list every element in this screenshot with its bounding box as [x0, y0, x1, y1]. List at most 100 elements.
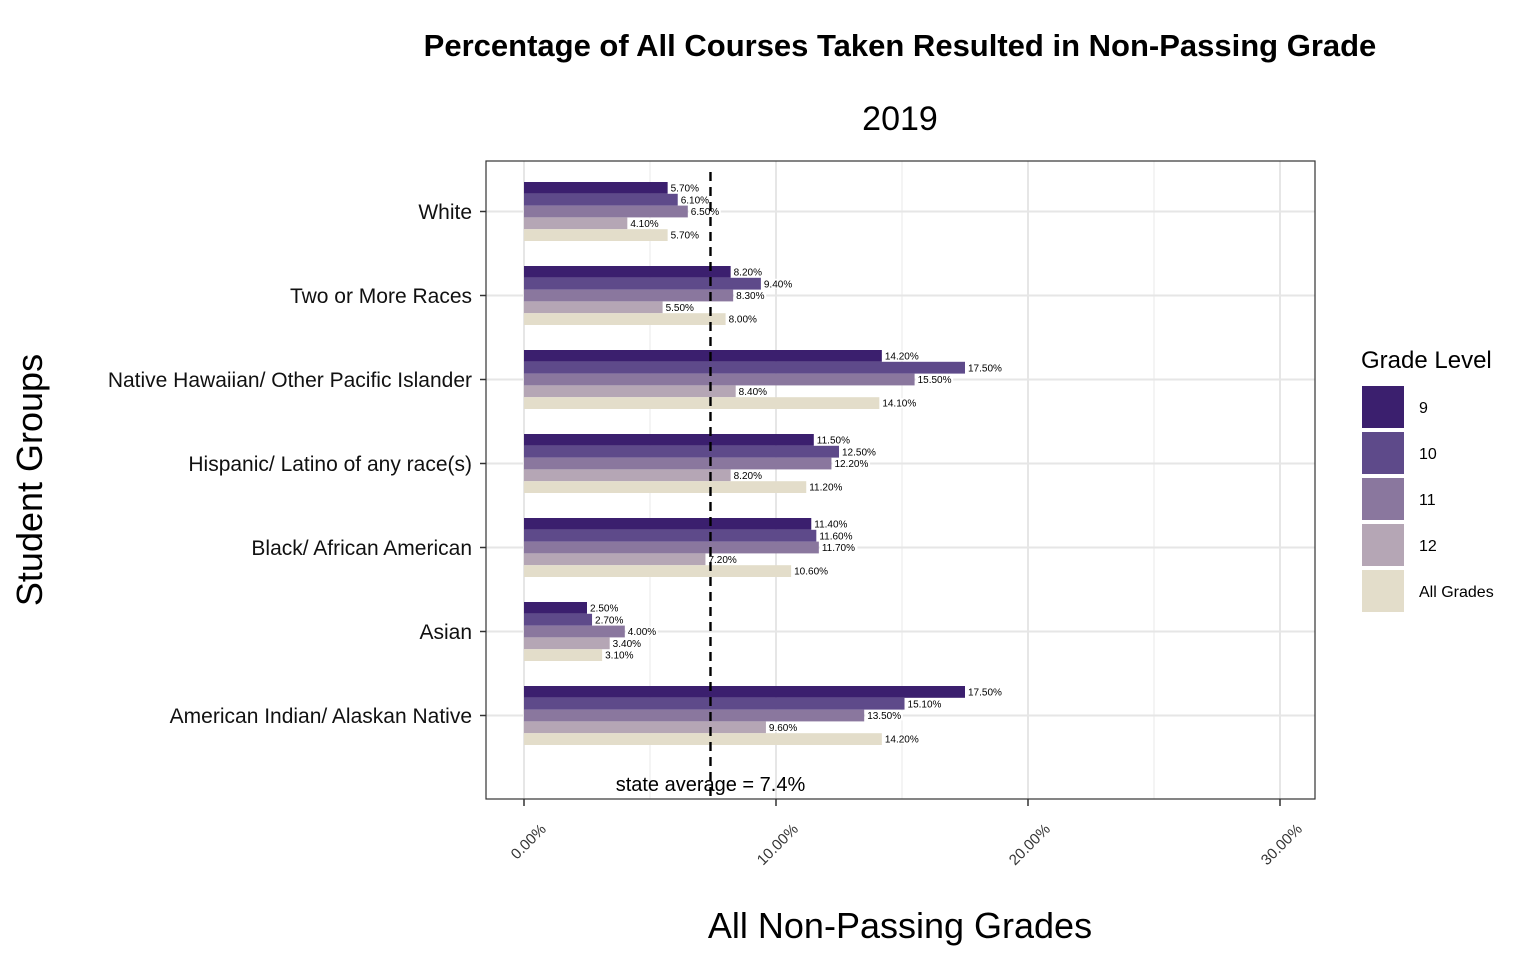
data-label-bg [688, 206, 721, 217]
data-label-bg [734, 290, 767, 301]
data-label-bg [966, 687, 1004, 697]
data-label: 2.50% [590, 604, 618, 615]
data-label: 4.00% [628, 627, 656, 638]
bar [524, 266, 731, 278]
data-label: 14.10% [882, 399, 916, 410]
data-label: 17.50% [968, 363, 1002, 374]
data-label: 17.50% [968, 688, 1002, 699]
bar [524, 434, 814, 446]
bar [524, 397, 880, 409]
chart-subtitle: 2019 [862, 100, 938, 138]
data-label: 6.10% [681, 195, 709, 206]
bar [524, 518, 812, 530]
data-label: 13.50% [867, 711, 901, 722]
data-label-bg [882, 351, 921, 361]
data-label-bg [736, 386, 769, 397]
data-label-bg [865, 710, 903, 721]
data-label: 3.40% [613, 639, 641, 650]
data-label-bg [668, 230, 701, 240]
reference-line-group: state average = 7.4% [616, 172, 806, 799]
data-label: 8.20% [734, 268, 762, 279]
data-label: 3.10% [605, 651, 633, 662]
x-tick-label: 30.00% [1258, 821, 1306, 869]
chart-title: Percentage of All Courses Taken Resulted… [424, 28, 1377, 63]
bar [524, 697, 905, 710]
data-label: 11.60% [819, 531, 852, 542]
bar [524, 385, 736, 398]
data-label: 4.10% [630, 219, 658, 230]
data-label-bg [966, 362, 1004, 373]
legend-key [1362, 386, 1404, 428]
bar [524, 205, 688, 218]
bar [524, 229, 668, 241]
bar [524, 602, 587, 614]
data-label-bg [668, 183, 701, 193]
data-label-bg [915, 374, 954, 385]
plot-border [485, 160, 1316, 800]
legend-label: 9 [1419, 400, 1428, 417]
data-label: 9.60% [769, 723, 797, 734]
data-label: 5.50% [666, 303, 694, 314]
bar [524, 481, 807, 493]
legend-label: All Grades [1419, 584, 1494, 601]
data-label: 9.40% [764, 279, 792, 290]
data-label: 8.00% [729, 315, 757, 326]
data-label: 12.20% [834, 459, 868, 470]
data-label-bg [880, 398, 918, 408]
x-axis: 0.00% 10.00% 20.00% 30.00% [508, 799, 1306, 869]
data-label-bg [905, 698, 944, 709]
y-axis-title: Student Groups [9, 354, 50, 606]
y-tick-label: Hispanic/ Latino of any race(s) [188, 453, 472, 476]
bar [524, 529, 817, 542]
data-label: 8.30% [736, 291, 764, 302]
bar [524, 350, 882, 362]
bar [524, 541, 819, 554]
data-label: 11.20% [809, 483, 842, 494]
bar [524, 289, 734, 302]
bar [524, 217, 628, 230]
data-label: 10.60% [794, 567, 828, 578]
data-label-bg [603, 650, 636, 660]
data-label: 14.20% [885, 352, 919, 363]
data-label: 12.50% [842, 447, 876, 458]
bar [524, 625, 625, 638]
data-label-bg [832, 458, 871, 469]
x-tick-label: 0.00% [508, 821, 550, 863]
bar [524, 457, 832, 470]
bar [524, 313, 726, 325]
legend-label: 11 [1419, 492, 1436, 509]
bar [524, 733, 882, 745]
data-label: 11.70% [822, 543, 855, 554]
data-label-bg [819, 542, 858, 553]
data-label-bg [807, 482, 845, 492]
data-label: 2.70% [595, 615, 623, 626]
data-label: 11.40% [814, 520, 847, 531]
bar [524, 469, 731, 482]
data-label: 8.40% [739, 387, 767, 398]
data-label-bg [840, 446, 878, 457]
data-label: 15.10% [908, 699, 942, 710]
data-labels: 5.70%6.10%6.50%4.10%5.70%8.20%9.40%8.30%… [588, 183, 1004, 746]
bar [524, 553, 706, 566]
data-label-bg [731, 267, 764, 277]
bar [524, 301, 663, 314]
bar [524, 637, 610, 650]
y-axis: White Two or More Races Native Hawaiian/ O… [108, 201, 486, 728]
data-label-bg [678, 194, 711, 205]
legend-label: 10 [1419, 446, 1437, 463]
bar [524, 373, 915, 386]
data-label-bg [817, 530, 855, 541]
data-label: 5.70% [671, 184, 699, 195]
data-label: 7.20% [708, 555, 736, 566]
data-label-bg [625, 626, 658, 637]
bar [524, 445, 839, 458]
legend-key [1362, 432, 1404, 474]
bar [524, 277, 761, 290]
reference-line-label: state average = 7.4% [616, 774, 806, 796]
data-label-bg [761, 278, 794, 289]
data-label-bg [726, 314, 759, 324]
y-tick-label: Two or More Races [290, 285, 472, 308]
data-label-bg [731, 470, 764, 481]
data-label-bg [812, 519, 850, 529]
